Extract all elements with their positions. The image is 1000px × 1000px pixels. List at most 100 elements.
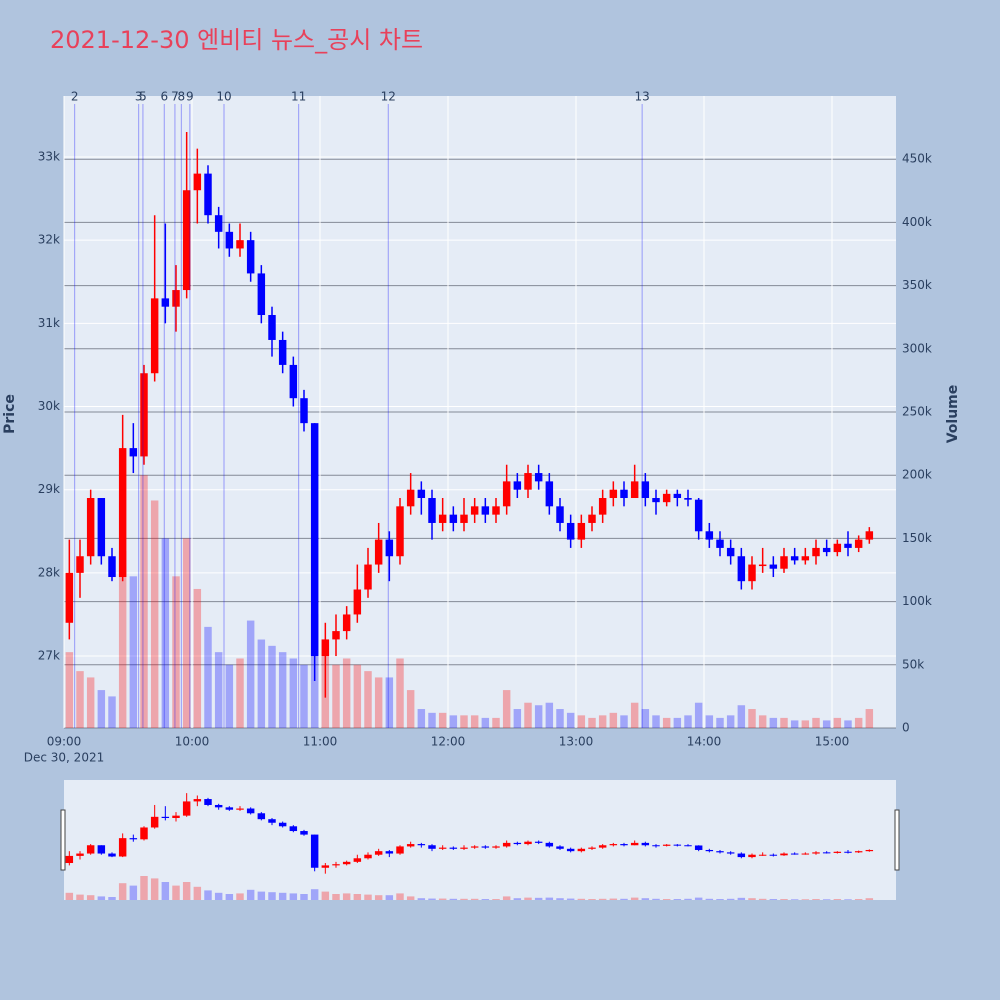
volume-bar bbox=[705, 715, 714, 728]
x-tick-label: 11:00 bbox=[303, 735, 338, 749]
candle-body bbox=[161, 298, 170, 307]
slider-candle-body bbox=[374, 851, 383, 855]
slider-volume-bar bbox=[214, 892, 223, 900]
slider-candle-body bbox=[556, 846, 564, 849]
slider-volume-bar bbox=[140, 876, 148, 900]
slider-volume-bar bbox=[492, 899, 500, 900]
x-tick-label: 15:00 bbox=[815, 735, 850, 749]
slider-volume-bar bbox=[822, 899, 831, 900]
slider-volume-bar bbox=[289, 893, 298, 900]
volume-bar bbox=[833, 717, 842, 728]
slider-candle-body bbox=[321, 865, 330, 868]
slider-volume-bar bbox=[118, 883, 127, 900]
volume-bar bbox=[278, 652, 287, 728]
volume-bar bbox=[790, 720, 799, 728]
x-tick-label: 10:00 bbox=[175, 735, 210, 749]
slider-volume-bar bbox=[844, 899, 852, 900]
candle-body bbox=[726, 547, 735, 557]
volume-bar bbox=[300, 664, 308, 728]
slider-volume-bar bbox=[598, 898, 607, 900]
volume-bar bbox=[364, 671, 372, 728]
volume-bar bbox=[865, 709, 874, 728]
candle-body bbox=[545, 481, 554, 507]
slider-volume-bar bbox=[534, 897, 543, 900]
volume-bar bbox=[769, 717, 778, 728]
candle-body bbox=[705, 531, 714, 540]
x-tick-label: 14:00 bbox=[687, 735, 722, 749]
volume-bar bbox=[396, 658, 404, 728]
candle-body bbox=[460, 514, 468, 523]
slider-candle-body bbox=[716, 851, 724, 853]
slider-volume-bar bbox=[854, 899, 863, 900]
candle-body bbox=[822, 547, 831, 553]
volume-bar bbox=[268, 645, 276, 728]
volume-bar bbox=[822, 720, 831, 728]
volume-bar bbox=[801, 720, 810, 728]
candle-body bbox=[588, 514, 596, 523]
y-tick-label: 29k bbox=[38, 482, 60, 496]
candle-body bbox=[332, 631, 340, 640]
slider-candle-body bbox=[748, 854, 756, 858]
slider-volume-bar bbox=[588, 899, 596, 900]
volume-bar bbox=[470, 715, 479, 728]
volume-bar bbox=[630, 702, 639, 728]
slider-candle-body bbox=[129, 838, 138, 840]
candle-body bbox=[236, 240, 244, 249]
volume-bar bbox=[150, 500, 159, 728]
event-label: 10 bbox=[216, 90, 231, 104]
volume-bar bbox=[246, 620, 255, 728]
slider-volume-bar bbox=[225, 894, 234, 900]
slider-candle-body bbox=[364, 854, 372, 859]
volume-bar bbox=[534, 705, 543, 728]
y2-tick-label: 400k bbox=[902, 215, 932, 229]
volume-bar bbox=[438, 712, 447, 728]
event-label: 9 bbox=[186, 90, 194, 104]
event-label: 11 bbox=[291, 90, 306, 104]
volume-bar bbox=[161, 538, 170, 728]
slider-volume-bar bbox=[150, 878, 159, 900]
slider-candle-body bbox=[310, 834, 319, 868]
range-slider[interactable] bbox=[64, 780, 896, 900]
volume-bar bbox=[449, 715, 458, 728]
volume-bar bbox=[129, 576, 138, 728]
candle-body bbox=[577, 522, 586, 540]
volume-bar bbox=[780, 717, 788, 728]
slider-volume-bar bbox=[833, 899, 842, 900]
volume-bar bbox=[684, 715, 692, 728]
slider-volume-bar bbox=[342, 893, 351, 900]
event-label: 8 bbox=[178, 90, 186, 104]
slider-volume-bar bbox=[470, 898, 479, 900]
slider-handle[interactable] bbox=[60, 809, 66, 871]
slider-candle-body bbox=[833, 851, 842, 853]
slider-candle-body bbox=[790, 853, 799, 855]
slider-candle-body bbox=[652, 845, 660, 847]
slider-candle-body bbox=[598, 845, 607, 848]
y2-tick-label: 450k bbox=[902, 152, 932, 166]
slider-candle-body bbox=[406, 844, 415, 847]
slider-candle-body bbox=[492, 846, 500, 848]
candle-body bbox=[193, 173, 202, 191]
slider-candle-body bbox=[428, 845, 436, 849]
event-label: 7 bbox=[171, 90, 179, 104]
slider-volume-bar bbox=[780, 899, 788, 900]
slider-handle[interactable] bbox=[894, 809, 900, 871]
slider-volume-bar bbox=[417, 898, 426, 900]
slider-candle-body bbox=[438, 847, 447, 849]
volume-bar bbox=[844, 720, 852, 728]
candle-body bbox=[652, 498, 660, 503]
slider-candle-body bbox=[534, 841, 543, 843]
candle-body bbox=[108, 556, 116, 578]
candle-body bbox=[534, 473, 543, 482]
volume-bar bbox=[108, 696, 116, 728]
slider-volume-bar bbox=[65, 892, 74, 900]
candle-body bbox=[748, 564, 756, 582]
slider-candle-body bbox=[76, 853, 84, 856]
slider-candle-body bbox=[385, 851, 394, 854]
volume-bar bbox=[566, 712, 575, 728]
candle-body bbox=[673, 493, 682, 499]
candle-body bbox=[449, 514, 458, 523]
slider-volume-bar bbox=[502, 896, 511, 900]
candle-body bbox=[769, 564, 778, 569]
slider-candle-body bbox=[268, 819, 276, 823]
slider-volume-bar bbox=[353, 894, 362, 900]
